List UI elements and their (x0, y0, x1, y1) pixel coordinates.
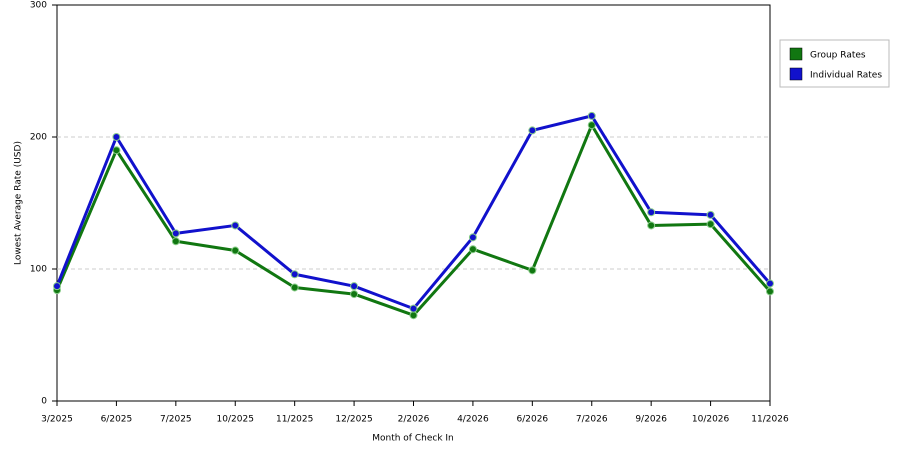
data-point (528, 266, 537, 275)
data-point (53, 282, 61, 291)
data-point (587, 111, 596, 120)
x-tick-label: 10/2025 (217, 415, 254, 425)
legend-label: Group Rates (810, 51, 866, 61)
data-point (171, 237, 180, 246)
data-point (468, 233, 477, 242)
x-tick-label: 12/2025 (335, 415, 372, 425)
x-tick-label: 6/2025 (101, 415, 133, 425)
data-point (171, 229, 180, 238)
data-point (766, 287, 774, 296)
data-point (587, 121, 596, 130)
data-point (706, 210, 715, 219)
y-axis-title: Lowest Average Rate (USD) (14, 141, 24, 265)
y-tick-label: 200 (30, 133, 47, 143)
data-point (706, 220, 715, 229)
data-point (231, 221, 240, 230)
x-tick-label: 11/2026 (751, 415, 789, 425)
legend-label: Individual Rates (810, 71, 882, 81)
legend-swatch (789, 47, 803, 61)
x-tick-label: 10/2026 (692, 415, 730, 425)
x-tick-label: 7/2025 (160, 415, 192, 425)
data-point (468, 245, 477, 254)
series-line (55, 114, 772, 311)
plot-frame (56, 4, 771, 402)
data-point (766, 279, 774, 288)
data-point (647, 221, 656, 230)
x-tick-label: 6/2026 (516, 415, 548, 425)
data-point (112, 133, 121, 141)
y-tick-label: 300 (30, 1, 47, 11)
data-point (112, 146, 121, 155)
data-point (290, 283, 299, 292)
x-tick-label: 7/2026 (576, 415, 608, 425)
x-tick-label: 2/2026 (398, 415, 430, 425)
data-point (231, 246, 240, 255)
data-point (528, 126, 537, 135)
y-tick-label: 0 (41, 397, 47, 407)
series-line (55, 123, 772, 317)
data-point (409, 304, 418, 313)
x-tick-label: 11/2025 (276, 415, 313, 425)
x-tick-label: 3/2025 (41, 415, 73, 425)
data-point (350, 290, 359, 299)
x-axis-title: Month of Check In (372, 434, 454, 444)
data-point (409, 311, 418, 320)
x-tick-label: 9/2026 (635, 415, 667, 425)
legend-swatch (789, 67, 803, 81)
y-tick-label: 100 (30, 265, 47, 275)
x-tick-label: 4/2026 (457, 415, 489, 425)
data-point (290, 270, 299, 279)
data-point (647, 208, 656, 217)
data-point (350, 282, 359, 291)
